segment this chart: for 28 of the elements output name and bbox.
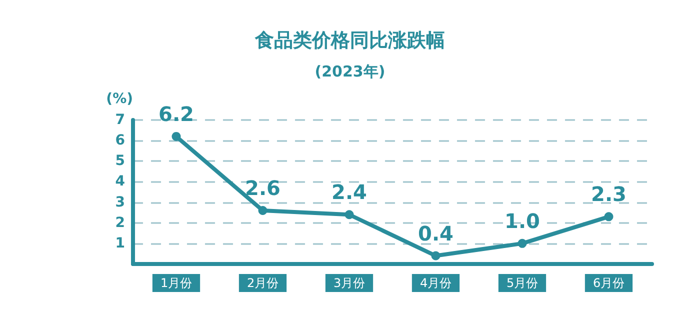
data-label: 6.2	[158, 102, 194, 126]
point	[344, 210, 354, 220]
y-tick-label: 2	[115, 214, 125, 231]
x-tick-label: 2月份	[246, 276, 279, 290]
data-label: 2.3	[591, 182, 626, 206]
point	[518, 238, 527, 248]
chart-title: 食品类价格同比涨跌幅	[254, 30, 445, 52]
point	[258, 206, 268, 216]
y-tick-label: 5	[115, 153, 125, 170]
y-tick-label: 7	[115, 112, 125, 128]
x-tick-label: 1月份	[160, 276, 192, 290]
point	[604, 212, 614, 222]
y-tick-label: 3	[115, 194, 125, 210]
y-axis-title: (%)	[106, 91, 133, 107]
data-label: 1.0	[504, 208, 540, 233]
chart-subtitle: (2023年)	[314, 62, 386, 80]
x-tick-label: 6月份	[592, 276, 625, 290]
x-tick-label: 4月份	[420, 276, 452, 290]
y-tick-label: 4	[115, 174, 126, 190]
point	[431, 251, 440, 260]
data-label: 2.6	[245, 176, 280, 200]
x-tick-label: 3月份	[333, 276, 366, 290]
data-label: 2.4	[332, 180, 367, 204]
y-tick-label: 1	[115, 235, 125, 252]
x-tick-label: 5月份	[506, 276, 538, 290]
data-label: 0.4	[418, 221, 454, 246]
point	[172, 132, 181, 141]
y-tick-label: 6	[115, 132, 125, 149]
